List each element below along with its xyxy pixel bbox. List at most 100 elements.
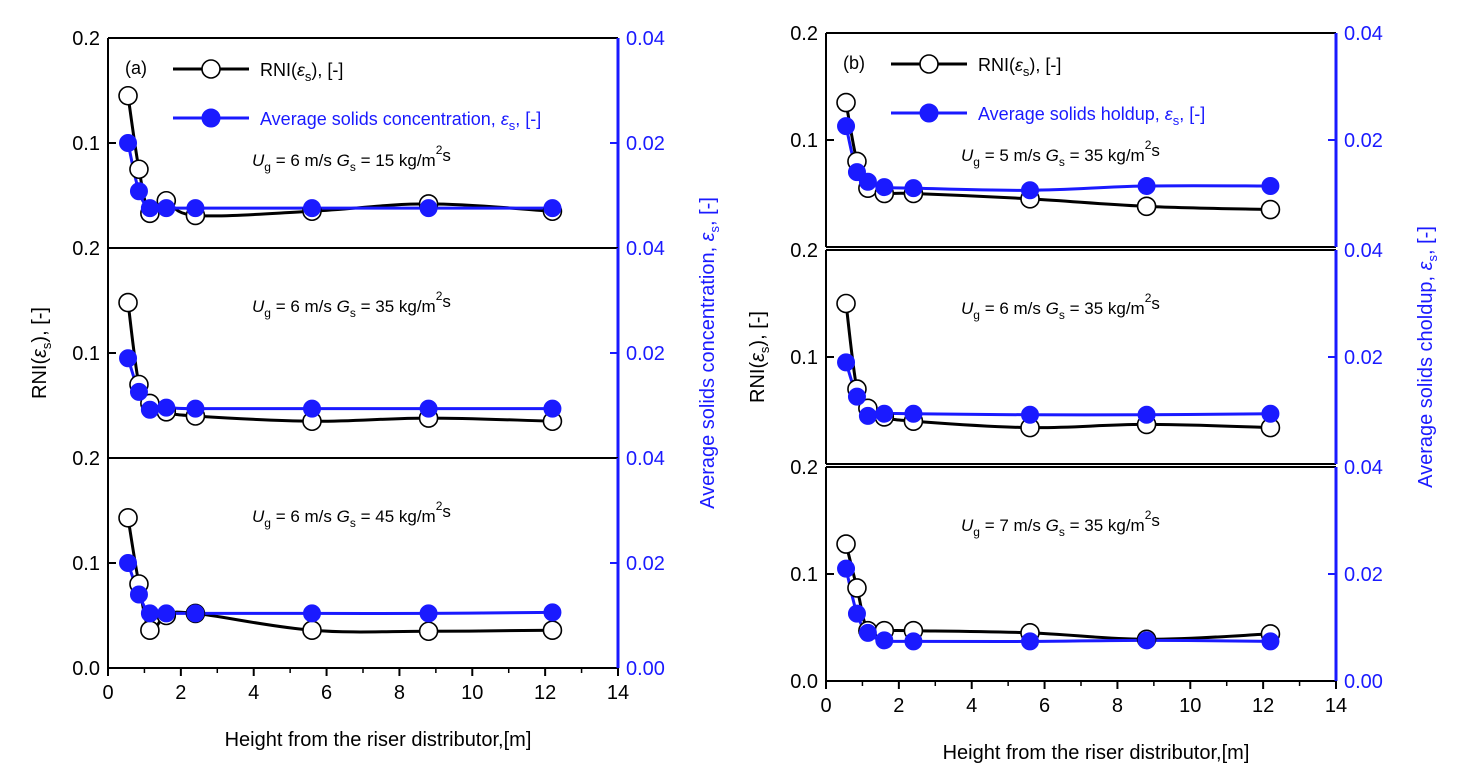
x-tick-label: 10	[461, 682, 483, 704]
condition-label: Ug = 6 m/s Gs = 35 kg/m2s	[252, 289, 451, 320]
rni-data-point	[140, 620, 160, 641]
avg-data-point	[419, 604, 438, 623]
right-tick-label: 0.04	[1344, 240, 1383, 262]
avg-data-point	[1021, 632, 1039, 651]
condition-label: Ug = 6 m/s Gs = 15 kg/m2s	[252, 143, 451, 174]
left-tick-label: 0.2	[72, 448, 100, 470]
condition-label: Ug = 6 m/s Gs = 35 kg/m2s	[961, 291, 1160, 322]
right-tick-label: 0.04	[626, 448, 665, 470]
x-tick-label: 6	[1039, 695, 1050, 717]
avg-data-point	[1137, 405, 1156, 424]
panel-label: (b)	[843, 53, 865, 73]
rni-data-point	[542, 620, 563, 641]
condition-label: Ug = 7 m/s Gs = 35 kg/m2s	[961, 508, 1160, 539]
subplot-a-3: Ug = 6 m/s Gs = 45 kg/m2s	[107, 457, 620, 669]
x-tick-label: 2	[893, 695, 904, 717]
panel-a: Ug = 6 m/s Gs = 15 kg/m2s Ug = 6 m/s Gs =…	[29, 28, 722, 751]
x-tick-label: 2	[175, 682, 186, 704]
avg-data-point	[837, 559, 856, 578]
rni-data-point	[836, 293, 856, 314]
subplot-a-2: Ug = 6 m/s Gs = 35 kg/m2s	[107, 247, 620, 459]
avg-data-point	[129, 585, 148, 604]
avg-data-point	[119, 554, 138, 572]
condition-label: Ug = 6 m/s Gs = 45 kg/m2s	[252, 499, 451, 530]
right-tick-label: 0.02	[626, 343, 665, 365]
legend-rni-label: RNI(εs), [-]	[978, 55, 1061, 79]
avg-data-point	[904, 404, 923, 423]
avg-data-point	[186, 199, 205, 218]
left-tick-label: 0.1	[790, 564, 818, 586]
right-tick-label: 0.04	[626, 238, 665, 260]
avg-data-point	[875, 631, 894, 650]
rni-data-point	[118, 508, 138, 528]
avg-data-point	[157, 604, 176, 623]
rni-data-point	[118, 292, 138, 313]
left-tick-label: 0.1	[72, 133, 100, 155]
avg-data-point	[140, 199, 159, 218]
avg-data-point	[129, 382, 148, 401]
avg-data-point	[157, 199, 176, 218]
condition-label: Ug = 5 m/s Gs = 35 kg/m2s	[961, 138, 1160, 169]
avg-data-point	[303, 199, 321, 218]
avg-data-point	[1137, 177, 1156, 196]
avg-data-point	[1261, 177, 1280, 196]
avg-data-point	[186, 399, 205, 418]
right-tick-label: 0.02	[1344, 347, 1383, 369]
rni-data-point	[1260, 199, 1281, 220]
right-tick-label: 0.00	[626, 658, 665, 680]
right-tick-label: 0.02	[626, 553, 665, 575]
subplot-b-2: Ug = 6 m/s Gs = 35 kg/m2s	[825, 249, 1338, 465]
subplot-b-1: Ug = 5 m/s Gs = 35 kg/m2s	[825, 32, 1338, 248]
avg-data-point	[140, 604, 159, 623]
avg-data-point	[1021, 405, 1039, 424]
left-tick-label: 0.2	[790, 240, 818, 262]
legend-avg-label: Average solids concentration, εs, [-]	[260, 109, 541, 133]
avg-data-point	[419, 199, 438, 218]
x-axis-title: Height from the riser distributor,[m]	[943, 742, 1250, 764]
avg-data-point	[847, 604, 866, 623]
legend: RNI(εs), [-] Average solids holdup, εs, […	[891, 54, 1205, 128]
rni-data-point	[836, 92, 856, 113]
legend-rni-marker	[201, 59, 221, 79]
x-tick-label: 12	[534, 682, 556, 704]
x-tick-label: 0	[102, 682, 113, 704]
avg-data-point	[1261, 632, 1280, 651]
left-axis-title: RNI(εs), [-]	[747, 311, 772, 403]
left-tick-label: 0.2	[790, 23, 818, 45]
left-axis-title: RNI(εs), [-]	[29, 307, 54, 399]
avg-data-point	[119, 349, 138, 368]
x-tick-label: 0	[820, 695, 831, 717]
right-tick-label: 0.04	[1344, 457, 1383, 479]
x-tick-label: 10	[1179, 695, 1201, 717]
left-tick-label: 0.1	[72, 553, 100, 575]
x-tick-label: 6	[321, 682, 332, 704]
x-tick-label: 4	[966, 695, 977, 717]
avg-data-point	[157, 398, 176, 417]
avg-data-point	[837, 353, 856, 372]
panel-label: (a)	[125, 58, 147, 78]
avg-data-point	[904, 179, 923, 198]
x-tick-label: 8	[394, 682, 405, 704]
x-tick-label: 14	[1325, 695, 1347, 717]
rni-data-point	[302, 620, 322, 641]
avg-data-point	[186, 604, 205, 623]
left-tick-label: 0.2	[72, 238, 100, 260]
right-axis-title: Average solids concentration, εs, [-]	[697, 197, 722, 509]
rni-data-point	[836, 534, 856, 554]
left-tick-label: 0.0	[72, 658, 100, 680]
legend-rni-label: RNI(εs), [-]	[260, 60, 343, 84]
avg-data-point	[1137, 631, 1156, 650]
rni-data-point	[418, 621, 439, 642]
x-axis-title: Height from the riser distributor,[m]	[225, 729, 532, 751]
avg-data-point	[119, 134, 138, 152]
legend-avg-label: Average solids holdup, εs, [-]	[978, 104, 1205, 128]
avg-data-point	[543, 603, 562, 622]
avg-data-point	[858, 172, 877, 191]
subplot-a-1: Ug = 6 m/s Gs = 15 kg/m2s	[107, 37, 620, 249]
left-tick-label: 0.1	[790, 130, 818, 152]
subplot-b-3: Ug = 7 m/s Gs = 35 kg/m2s	[825, 466, 1338, 682]
x-tick-label: 14	[607, 682, 629, 704]
legend: RNI(εs), [-] Average solids concentration…	[173, 59, 541, 133]
right-tick-label: 0.04	[626, 28, 665, 50]
avg-data-point	[858, 623, 877, 642]
